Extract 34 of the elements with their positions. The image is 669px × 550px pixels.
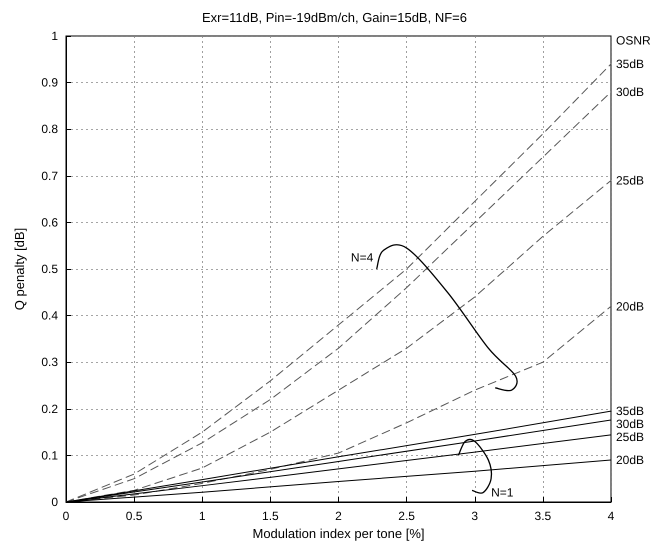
x-tick-label: 2.5: [398, 509, 416, 523]
y-tick-label: 0: [51, 495, 58, 509]
y-tick-label: 0.8: [41, 122, 58, 136]
y-tick-label: 0.6: [41, 215, 58, 230]
chart-title: Exr=11dB, Pin=-19dBm/ch, Gain=15dB, NF=6: [202, 10, 467, 25]
x-tick-label: 1.5: [262, 509, 280, 523]
series-label: 25dB: [616, 173, 644, 188]
series-label: 20dB: [616, 453, 644, 468]
annotation: N=1: [491, 486, 514, 500]
x-tick-label: 3.5: [534, 509, 552, 523]
x-tick-label: 0.5: [126, 509, 143, 523]
y-tick-label: 0.5: [41, 262, 58, 276]
y-tick-label: 0.4: [41, 308, 58, 323]
series-label: 35dB: [616, 56, 644, 71]
y-tick-label: 0.7: [41, 168, 58, 183]
x-tick-label: 1: [198, 509, 206, 523]
x-tick-label: 0: [62, 509, 70, 523]
y-tick-label: 0.1: [41, 448, 58, 462]
y-tick-label: 0.2: [41, 402, 58, 416]
x-tick-label: 2: [335, 509, 342, 523]
text: OSNR: [616, 34, 652, 48]
y-tick-label: 0.3: [41, 355, 58, 370]
x-tick-label: 3: [471, 509, 478, 523]
y-tick-label: 0.9: [41, 76, 58, 90]
annotation: N=4: [350, 250, 374, 264]
series-label: 20dB: [616, 299, 644, 314]
series-label: 30dB: [616, 417, 644, 432]
y-tick-label: 1: [51, 29, 58, 43]
y-axis-title: Q penalty [dB]: [12, 228, 27, 310]
series-label: 25dB: [616, 430, 644, 444]
series-label: 30dB: [616, 84, 644, 99]
series-label: 35dB: [616, 404, 644, 418]
x-axis-title: Modulation index per tone [%]: [252, 526, 424, 541]
x-tick-label: 4: [608, 509, 615, 523]
